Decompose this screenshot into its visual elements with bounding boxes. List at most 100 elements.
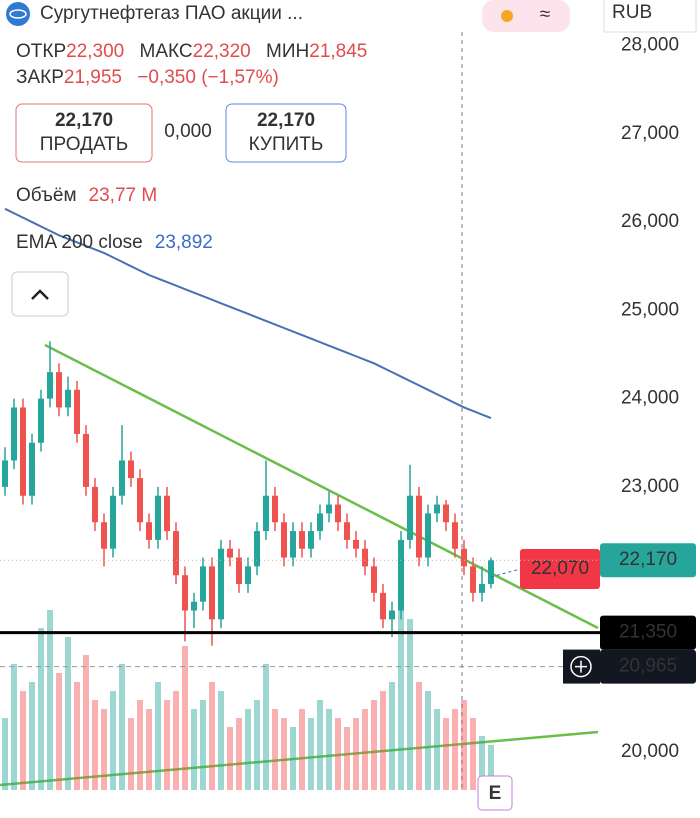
volume-legend: Объём 23,77 M (16, 185, 157, 206)
add-alert-plus (575, 660, 587, 673)
trend-line (44, 343, 599, 630)
candle-body (299, 531, 305, 549)
candle-body (164, 495, 170, 532)
volume-bar (290, 727, 296, 790)
price-label-box (600, 543, 696, 578)
volume-bar (209, 682, 215, 790)
volume-bar (281, 718, 287, 790)
candle-body (137, 478, 143, 523)
volume-value: 23,77 M (89, 185, 158, 206)
ema-line (4, 207, 492, 419)
add-alert-icon (570, 655, 592, 678)
volume-bar (263, 664, 269, 790)
buy-price: 22,170 (257, 110, 315, 131)
event-badge[interactable] (477, 775, 513, 811)
candle-body (488, 560, 494, 585)
candle-body (65, 389, 71, 408)
y-tick-label: 27,000 (621, 123, 679, 144)
volume-bar (443, 718, 449, 790)
volume-bar (407, 619, 413, 790)
volume-bar (200, 700, 206, 790)
candle-body (407, 495, 413, 540)
candle-body (398, 539, 404, 611)
y-tick-label: 25,000 (621, 299, 679, 320)
candle-body (236, 557, 242, 585)
volume-bar (308, 718, 314, 790)
wave-icon: ≈ (540, 4, 550, 25)
candle-body (434, 504, 440, 514)
volume-bar (74, 682, 80, 790)
volume-bar (182, 646, 188, 790)
stat-label: МАКС (140, 41, 193, 62)
candle-body (389, 610, 395, 620)
volume-bar (335, 718, 341, 790)
candle-body (56, 372, 62, 408)
volume-bar (101, 709, 107, 790)
sun-icon (501, 10, 513, 22)
collapse-button[interactable] (11, 271, 69, 317)
price-label: 22,170 (619, 549, 677, 570)
volume-bar (11, 664, 17, 790)
volume-bar (398, 610, 404, 790)
price-label: 22,070 (531, 558, 589, 579)
candle-body (371, 566, 377, 593)
candle-body (272, 495, 278, 523)
volume-label: Объём (16, 185, 77, 206)
sell-price: 22,170 (55, 110, 113, 131)
volume-bar (236, 718, 242, 790)
volume-bar (344, 727, 350, 790)
candle-body (146, 522, 152, 540)
candle-body (2, 460, 8, 487)
candle-body (182, 575, 188, 611)
volume-bar (254, 700, 260, 790)
candle-body (20, 407, 26, 496)
volume-bar (20, 691, 26, 790)
stat-value: 22,320 (193, 41, 251, 62)
volume-bar (326, 709, 332, 790)
candle-body (83, 433, 89, 487)
chevron-up (31, 289, 49, 300)
stat-value: 21,955 (64, 67, 122, 88)
buy-button[interactable] (225, 103, 347, 163)
currency-box[interactable] (603, 0, 697, 33)
mode-toggle[interactable] (482, 0, 570, 32)
candle-body (191, 601, 197, 611)
logo-mark (9, 9, 27, 19)
y-tick-label: 23,000 (621, 476, 679, 497)
candle-body (11, 407, 17, 461)
candle-body (452, 522, 458, 549)
candle-body (173, 531, 179, 576)
ema-label: EMA 200 close (16, 232, 143, 253)
volume-bar (47, 610, 53, 790)
buy-label: КУПИТЬ (249, 134, 324, 155)
y-tick-label: 24,000 (621, 388, 679, 409)
volume-bar (425, 691, 431, 790)
volume-bar (110, 691, 116, 790)
chart: 20,000 23,000 24,000 25,000 26,000 27,000 28,0… (0, 0, 696, 790)
candle-body (344, 522, 350, 540)
volume-bar (299, 709, 305, 790)
currency: RUB (612, 2, 652, 23)
volume-bar (245, 709, 251, 790)
candle-body (101, 522, 107, 549)
volume-bar (155, 682, 161, 790)
y-tick-label: 20,000 (621, 741, 679, 762)
volume-bar (137, 700, 143, 790)
volume-bar (191, 709, 197, 790)
candle-body (155, 495, 161, 540)
candle-body (443, 504, 449, 523)
candle-body (128, 460, 134, 479)
volume-bar (29, 682, 35, 790)
stat-label: ОТКР (16, 41, 66, 62)
candle-body (308, 531, 314, 549)
volume-bar (56, 673, 62, 790)
sell-button[interactable] (15, 103, 153, 163)
candle-body (227, 548, 233, 558)
candle-body (74, 389, 80, 434)
logo (6, 2, 30, 26)
candle-body (245, 566, 251, 585)
ema-legend: EMA 200 close 23,892 (16, 232, 213, 253)
candle-body (335, 504, 341, 523)
volume-bar (146, 709, 152, 790)
